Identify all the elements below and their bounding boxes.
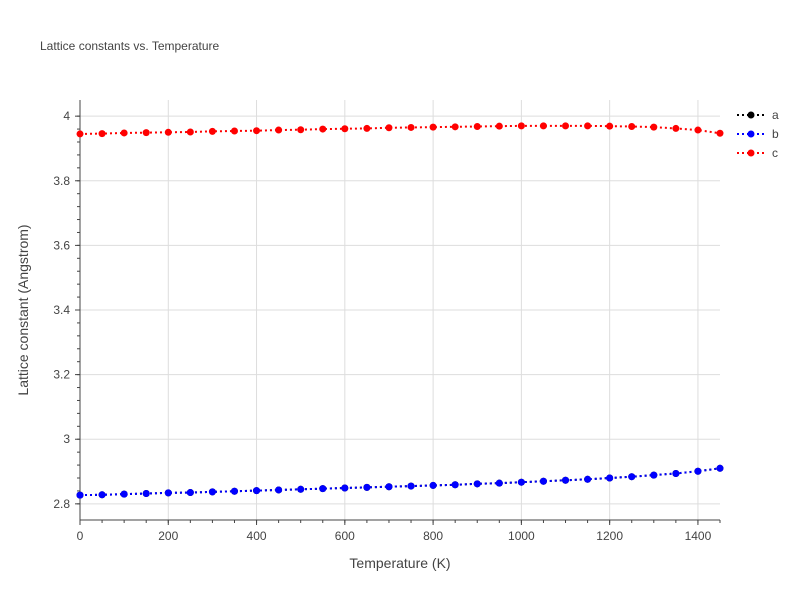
- y-tick-label: 3: [63, 432, 70, 446]
- data-point-b: [76, 491, 84, 499]
- x-axis-ticks: 0 200 400 600 800 1000 1200 1400: [77, 520, 721, 543]
- plot-area: [76, 122, 724, 499]
- x-tick-label: 1400: [685, 529, 712, 543]
- data-point-b: [363, 483, 371, 491]
- data-point-c: [385, 124, 393, 132]
- data-point-c: [451, 123, 459, 131]
- data-point-c: [517, 122, 525, 130]
- data-point-b: [230, 487, 238, 495]
- x-tick-label: 800: [423, 529, 443, 543]
- data-point-c: [473, 122, 481, 130]
- data-point-b: [319, 485, 327, 493]
- data-point-b: [716, 464, 724, 472]
- data-point-c: [429, 123, 437, 131]
- y-tick-label: 3.8: [53, 174, 70, 188]
- data-point-c: [539, 122, 547, 130]
- data-point-b: [606, 474, 614, 482]
- data-point-b: [186, 489, 194, 497]
- data-point-c: [297, 126, 305, 134]
- data-point-b: [208, 488, 216, 496]
- data-point-c: [672, 124, 680, 132]
- data-point-b: [672, 469, 680, 477]
- data-point-c: [562, 122, 570, 130]
- x-tick-label: 1000: [508, 529, 535, 543]
- data-point-c: [98, 130, 106, 138]
- data-point-b: [473, 480, 481, 488]
- y-tick-label: 3.2: [53, 368, 70, 382]
- data-point-b: [164, 489, 172, 497]
- data-point-c: [76, 130, 84, 138]
- data-point-c: [407, 123, 415, 131]
- grid: [80, 100, 720, 520]
- series-line-a: [79, 467, 721, 497]
- data-point-b: [407, 482, 415, 490]
- data-point-b: [650, 471, 658, 479]
- x-tick-label: 200: [158, 529, 178, 543]
- data-point-c: [164, 128, 172, 136]
- y-tick-label: 3.6: [53, 238, 70, 252]
- legend: abc: [737, 108, 779, 160]
- data-point-b: [495, 479, 503, 487]
- x-tick-label: 1200: [596, 529, 623, 543]
- y-tick-label: 4: [63, 109, 70, 123]
- data-point-b: [429, 481, 437, 489]
- data-point-b: [275, 486, 283, 494]
- data-point-b: [142, 490, 150, 498]
- data-point-b: [517, 478, 525, 486]
- data-point-b: [98, 491, 106, 499]
- data-point-c: [275, 126, 283, 134]
- series-line-b: [79, 467, 721, 497]
- legend-swatch-marker-a: [747, 111, 755, 119]
- data-point-c: [650, 123, 658, 131]
- data-point-c: [230, 127, 238, 135]
- data-point-c: [208, 127, 216, 135]
- data-point-c: [606, 122, 614, 130]
- data-point-b: [584, 475, 592, 483]
- data-point-c: [253, 127, 261, 135]
- data-point-c: [716, 129, 724, 137]
- data-point-b: [341, 484, 349, 492]
- data-point-b: [297, 485, 305, 493]
- data-point-b: [694, 467, 702, 475]
- data-point-c: [363, 124, 371, 132]
- y-tick-label: 2.8: [53, 497, 70, 511]
- data-point-c: [142, 129, 150, 137]
- data-point-b: [253, 487, 261, 495]
- y-axis-ticks: 2.8 3 3.2 3.4 3.6 3.8 4: [53, 109, 80, 511]
- y-tick-label: 3.4: [53, 303, 70, 317]
- legend-label-c[interactable]: c: [772, 146, 778, 160]
- x-tick-label: 400: [247, 529, 267, 543]
- data-point-c: [120, 129, 128, 137]
- legend-label-a[interactable]: a: [772, 108, 779, 122]
- series-line-c: [79, 124, 721, 135]
- data-point-b: [451, 481, 459, 489]
- data-point-c: [341, 125, 349, 133]
- data-point-c: [628, 122, 636, 130]
- x-axis-label: Temperature (K): [349, 555, 450, 571]
- data-point-b: [628, 473, 636, 481]
- data-point-b: [385, 483, 393, 491]
- data-point-b: [539, 477, 547, 485]
- data-point-c: [319, 125, 327, 133]
- data-point-b: [120, 490, 128, 498]
- data-point-c: [694, 126, 702, 134]
- legend-swatch-marker-b: [747, 130, 755, 138]
- data-point-c: [186, 128, 194, 136]
- data-point-c: [584, 122, 592, 130]
- legend-swatch-marker-c: [747, 149, 755, 157]
- data-point-c: [495, 122, 503, 130]
- chart-title: Lattice constants vs. Temperature: [40, 39, 220, 53]
- x-tick-label: 0: [77, 529, 84, 543]
- legend-label-b[interactable]: b: [772, 127, 779, 141]
- y-axis-label: Lattice constant (Angstrom): [15, 224, 31, 395]
- data-point-b: [562, 476, 570, 484]
- x-tick-label: 600: [335, 529, 355, 543]
